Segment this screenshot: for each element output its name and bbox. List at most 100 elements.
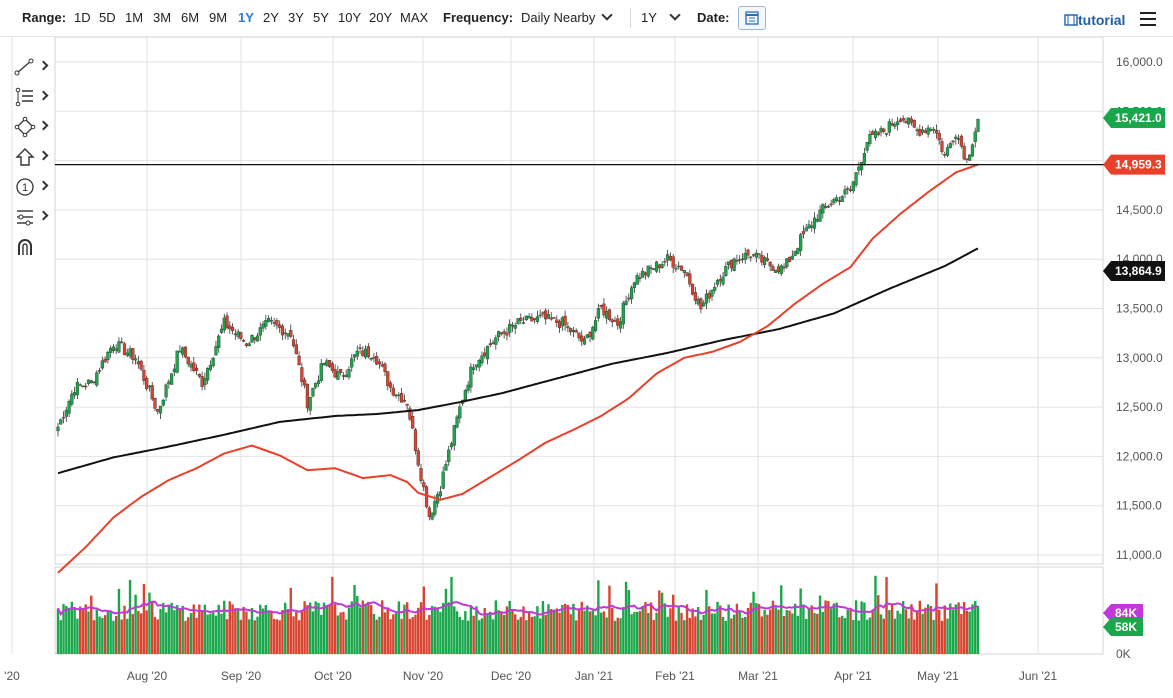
range-3y[interactable]: 3Y [288, 10, 304, 25]
volume-bar [824, 600, 827, 654]
volume-bar [170, 602, 173, 654]
candle-body [663, 261, 667, 263]
measure-tool[interactable] [10, 202, 52, 232]
volume-bar [441, 602, 445, 654]
range-9m[interactable]: 9M [209, 10, 228, 25]
volume-bar [331, 576, 334, 654]
volume-bar [888, 610, 891, 654]
volume-bar [300, 611, 304, 654]
arrow-tool[interactable] [10, 142, 52, 172]
magnet-tool[interactable] [10, 232, 52, 262]
volume-bar [685, 604, 689, 654]
candle-body [170, 373, 174, 385]
candle-body [61, 416, 66, 419]
range-max[interactable]: MAX [400, 10, 429, 25]
ma200-badge [1103, 261, 1165, 281]
volume-bar [782, 615, 786, 654]
volume-bar [87, 611, 90, 654]
candle-body [607, 309, 612, 321]
range-1d[interactable]: 1D [74, 10, 91, 25]
candle-body [685, 272, 689, 276]
volume-bar [145, 610, 148, 654]
range-10y[interactable]: 10Y [338, 10, 362, 25]
volume-bar [308, 602, 312, 654]
candle-body [366, 346, 370, 357]
range-5y[interactable]: 5Y [313, 10, 329, 25]
candle-body [219, 328, 224, 333]
candle-body [114, 348, 118, 351]
x-tick-label: Jan '21 [575, 669, 614, 683]
hamburger-menu-icon[interactable] [1140, 12, 1156, 26]
candle-body [422, 482, 426, 488]
candle-body [605, 311, 609, 319]
candle-body [153, 398, 157, 409]
calendar-button[interactable] [738, 6, 766, 30]
annotation-tool[interactable]: 1 [10, 172, 52, 202]
period-select[interactable]: 1Y [641, 9, 681, 25]
candle-body [314, 382, 318, 388]
candle-body [616, 318, 620, 326]
candle-body [829, 203, 833, 206]
candle-body [358, 347, 362, 349]
candle-body [668, 256, 673, 261]
volume-bar [422, 586, 425, 654]
candle-body [544, 310, 548, 320]
candle-body [242, 340, 246, 342]
candle-body [735, 260, 739, 262]
plot-frame [54, 37, 1104, 565]
candle-body [161, 399, 165, 406]
candle-body [563, 315, 567, 326]
candle-body [951, 140, 955, 143]
range-6m[interactable]: 6M [181, 10, 200, 25]
candle-body [596, 308, 600, 319]
candle-body [521, 322, 526, 324]
volume-bar [691, 608, 694, 654]
range-20y[interactable]: 20Y [369, 10, 393, 25]
volume-bar [727, 604, 730, 654]
volume-bar [616, 617, 619, 654]
candle-body [760, 255, 764, 263]
candle-body [244, 343, 249, 347]
candle-body [696, 298, 700, 305]
candle-body [533, 318, 537, 320]
trendline-tool[interactable] [10, 52, 52, 82]
candle-body [577, 332, 581, 339]
volume-bar [175, 605, 179, 654]
candle-body [519, 317, 523, 321]
volume-bar [281, 609, 284, 654]
volume-bar [760, 616, 764, 654]
candle-body [571, 329, 576, 332]
volume-bar [976, 605, 980, 654]
range-5d[interactable]: 5D [99, 10, 116, 25]
candle-body [740, 258, 745, 261]
range-3m[interactable]: 3M [153, 10, 172, 25]
frequency-select[interactable]: Daily Nearby [521, 9, 614, 25]
volume-bar [112, 620, 115, 654]
volume-bar [378, 616, 381, 654]
volume-bar [744, 616, 747, 654]
volume-bar [716, 601, 719, 654]
volume-bar [907, 618, 910, 654]
volume-bar [630, 614, 633, 654]
shape-tool[interactable] [10, 112, 52, 142]
range-1y[interactable]: 1Y [238, 10, 254, 25]
range-1m[interactable]: 1M [125, 10, 144, 25]
candle-body [350, 358, 354, 368]
candle-body [447, 449, 451, 462]
volume-bar [763, 609, 766, 654]
candle-body [341, 375, 346, 377]
price-chart[interactable]: 16,000.015,500.015,000.014,500.014,000.0… [0, 37, 1173, 697]
x-tick-label: Nov '20 [403, 669, 444, 683]
volume-bar [173, 610, 176, 654]
ma50-badge [1103, 154, 1165, 175]
volume-bar [483, 608, 486, 654]
candle-body [283, 332, 287, 334]
volume-bar [816, 613, 819, 654]
tutorial-link[interactable]: tutorial [1064, 12, 1125, 28]
range-2y[interactable]: 2Y [263, 10, 279, 25]
candle-body [258, 327, 262, 336]
candle-body [444, 464, 448, 471]
candle-body [907, 117, 911, 125]
fibonacci-tool[interactable] [10, 82, 52, 112]
candle-body [416, 450, 420, 466]
